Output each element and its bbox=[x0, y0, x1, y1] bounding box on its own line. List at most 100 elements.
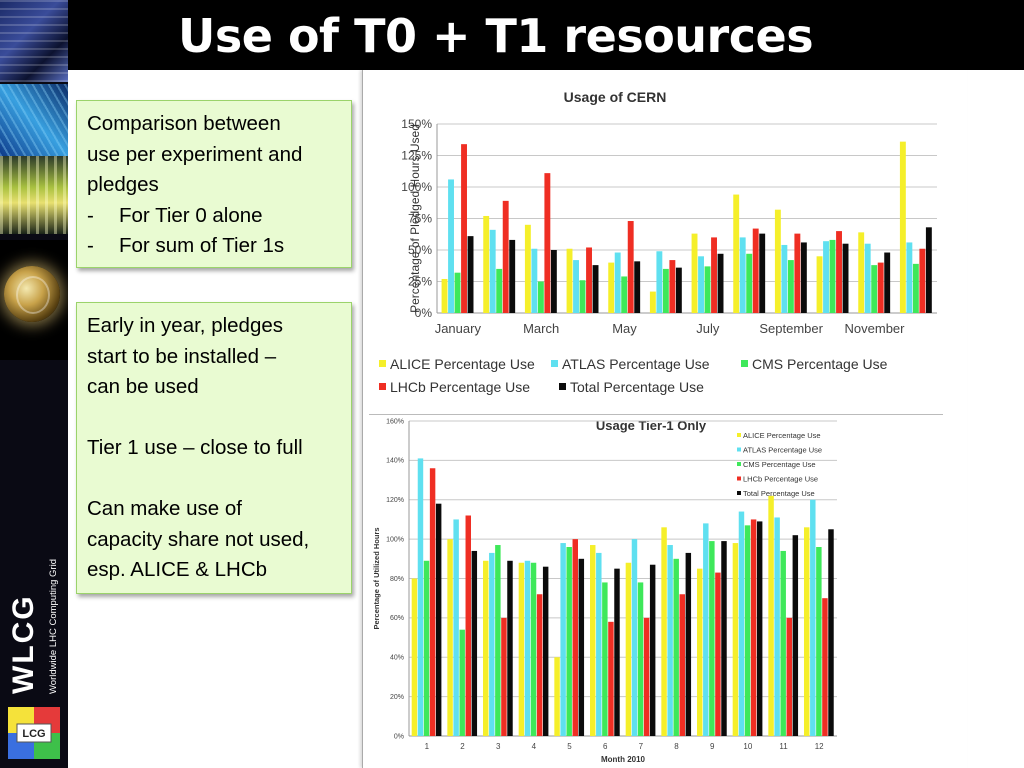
bar-total bbox=[792, 535, 799, 736]
note-line: Comparison between bbox=[87, 112, 281, 135]
bar-cms bbox=[780, 550, 786, 736]
y-tick-label: 80% bbox=[390, 576, 404, 583]
bar-atlas bbox=[614, 252, 621, 313]
x-tick-label: 10 bbox=[743, 742, 752, 751]
bar-lhcb bbox=[822, 598, 828, 736]
bar-atlas bbox=[531, 248, 538, 313]
x-tick-label: May bbox=[612, 321, 637, 336]
note-line: can be used bbox=[87, 375, 199, 398]
legend-swatch bbox=[737, 447, 741, 452]
bar-alice bbox=[774, 209, 781, 313]
y-tick-label: 75% bbox=[408, 212, 432, 226]
bar-cms bbox=[673, 558, 679, 736]
wlcg-logo-text: WLCG bbox=[7, 594, 40, 694]
bar-total bbox=[634, 261, 641, 313]
bar-lhcb bbox=[501, 617, 507, 736]
bar-atlas bbox=[573, 260, 579, 313]
legend-label: ALICE Percentage Use bbox=[390, 356, 535, 372]
bar-alice bbox=[447, 539, 453, 736]
bar-total bbox=[759, 233, 766, 313]
bar-atlas bbox=[703, 523, 709, 736]
chart-title: Usage Tier-1 Only bbox=[596, 418, 707, 433]
bar-lhcb bbox=[608, 621, 614, 736]
y-tick-label: 25% bbox=[408, 275, 432, 289]
bar-cms bbox=[787, 260, 794, 313]
bar-alice bbox=[732, 543, 739, 736]
bullet-text: For sum of Tier 1s bbox=[119, 234, 285, 257]
bar-atlas bbox=[524, 560, 531, 736]
bar-total bbox=[800, 242, 807, 313]
x-tick-label: 11 bbox=[779, 742, 788, 751]
y-tick-label: 140% bbox=[386, 458, 404, 465]
y-tick-label: 100% bbox=[386, 536, 404, 543]
y-tick-label: 60% bbox=[390, 615, 404, 622]
note-line: esp. ALICE & LHCb bbox=[87, 558, 268, 581]
legend-label: Total Percentage Use bbox=[743, 489, 815, 498]
legend-label: Total Percentage Use bbox=[570, 379, 704, 395]
y-axis-label: Percentage of Utilized Hours bbox=[372, 527, 381, 629]
y-tick-label: 160% bbox=[386, 418, 404, 425]
x-tick-label: 4 bbox=[532, 742, 537, 751]
server-rack-image bbox=[0, 0, 68, 82]
y-tick-label: 20% bbox=[390, 694, 404, 701]
legend-swatch bbox=[379, 360, 386, 367]
bar-alice bbox=[483, 215, 490, 313]
bar-atlas bbox=[738, 511, 745, 736]
bar-alice bbox=[441, 278, 448, 313]
bar-cms bbox=[912, 263, 919, 313]
legend-swatch bbox=[737, 462, 741, 466]
bar-alice bbox=[691, 233, 698, 313]
bar-total bbox=[509, 239, 516, 313]
chart-title: Usage of CERN bbox=[564, 89, 667, 105]
network-cables-image bbox=[0, 156, 68, 234]
note-box-comparison: Comparison between use per experiment an… bbox=[76, 100, 352, 268]
legend-label: ATLAS Percentage Use bbox=[562, 356, 710, 372]
bar-cms bbox=[744, 525, 751, 736]
bar-atlas bbox=[453, 519, 459, 736]
chart-divider bbox=[369, 414, 943, 415]
bar-cms bbox=[816, 547, 822, 736]
bar-alice bbox=[625, 562, 632, 736]
bar-total bbox=[614, 568, 620, 736]
bar-lhcb bbox=[643, 617, 650, 736]
bar-cms bbox=[530, 562, 537, 736]
bar-total bbox=[542, 566, 549, 736]
legend-label: CMS Percentage Use bbox=[752, 356, 888, 372]
bar-alice bbox=[524, 224, 531, 313]
bar-alice bbox=[518, 562, 525, 736]
lcg-badge: LCG bbox=[8, 707, 60, 759]
bar-cms bbox=[495, 545, 501, 736]
x-tick-label: 6 bbox=[603, 742, 608, 751]
bar-alice bbox=[768, 495, 774, 736]
bar-atlas bbox=[448, 179, 454, 313]
bullet-dash: - bbox=[87, 234, 94, 257]
x-tick-label: 7 bbox=[639, 742, 644, 751]
y-tick-label: 0% bbox=[415, 306, 433, 320]
note-line: Can make use of bbox=[87, 497, 242, 520]
bar-total bbox=[550, 250, 557, 313]
x-tick-label: January bbox=[435, 321, 482, 336]
bar-atlas bbox=[560, 543, 566, 736]
left-decoration-strip: WLCG Worldwide LHC Computing Grid LCG bbox=[0, 0, 68, 768]
fiber-optics-image bbox=[0, 84, 68, 156]
bar-lhcb bbox=[786, 617, 792, 736]
bar-cms bbox=[496, 268, 503, 313]
x-tick-label: July bbox=[696, 321, 720, 336]
x-tick-label: November bbox=[845, 321, 906, 336]
bar-alice bbox=[608, 262, 615, 313]
bullet-tier1: - For sum of Tier 1s bbox=[87, 231, 341, 262]
bar-alice bbox=[733, 194, 740, 313]
bar-atlas bbox=[823, 241, 829, 313]
bar-cms bbox=[621, 276, 628, 313]
legend-swatch bbox=[551, 360, 558, 367]
x-tick-label: 1 bbox=[425, 742, 430, 751]
bar-alice bbox=[483, 560, 489, 736]
y-tick-label: 50% bbox=[408, 243, 432, 257]
x-tick-label: 3 bbox=[496, 742, 501, 751]
bar-atlas bbox=[417, 458, 424, 736]
x-tick-label: 5 bbox=[567, 742, 572, 751]
y-tick-label: 150% bbox=[401, 117, 432, 131]
bar-lhcb bbox=[572, 539, 578, 736]
bar-alice bbox=[858, 232, 865, 313]
legend-swatch bbox=[737, 433, 741, 437]
